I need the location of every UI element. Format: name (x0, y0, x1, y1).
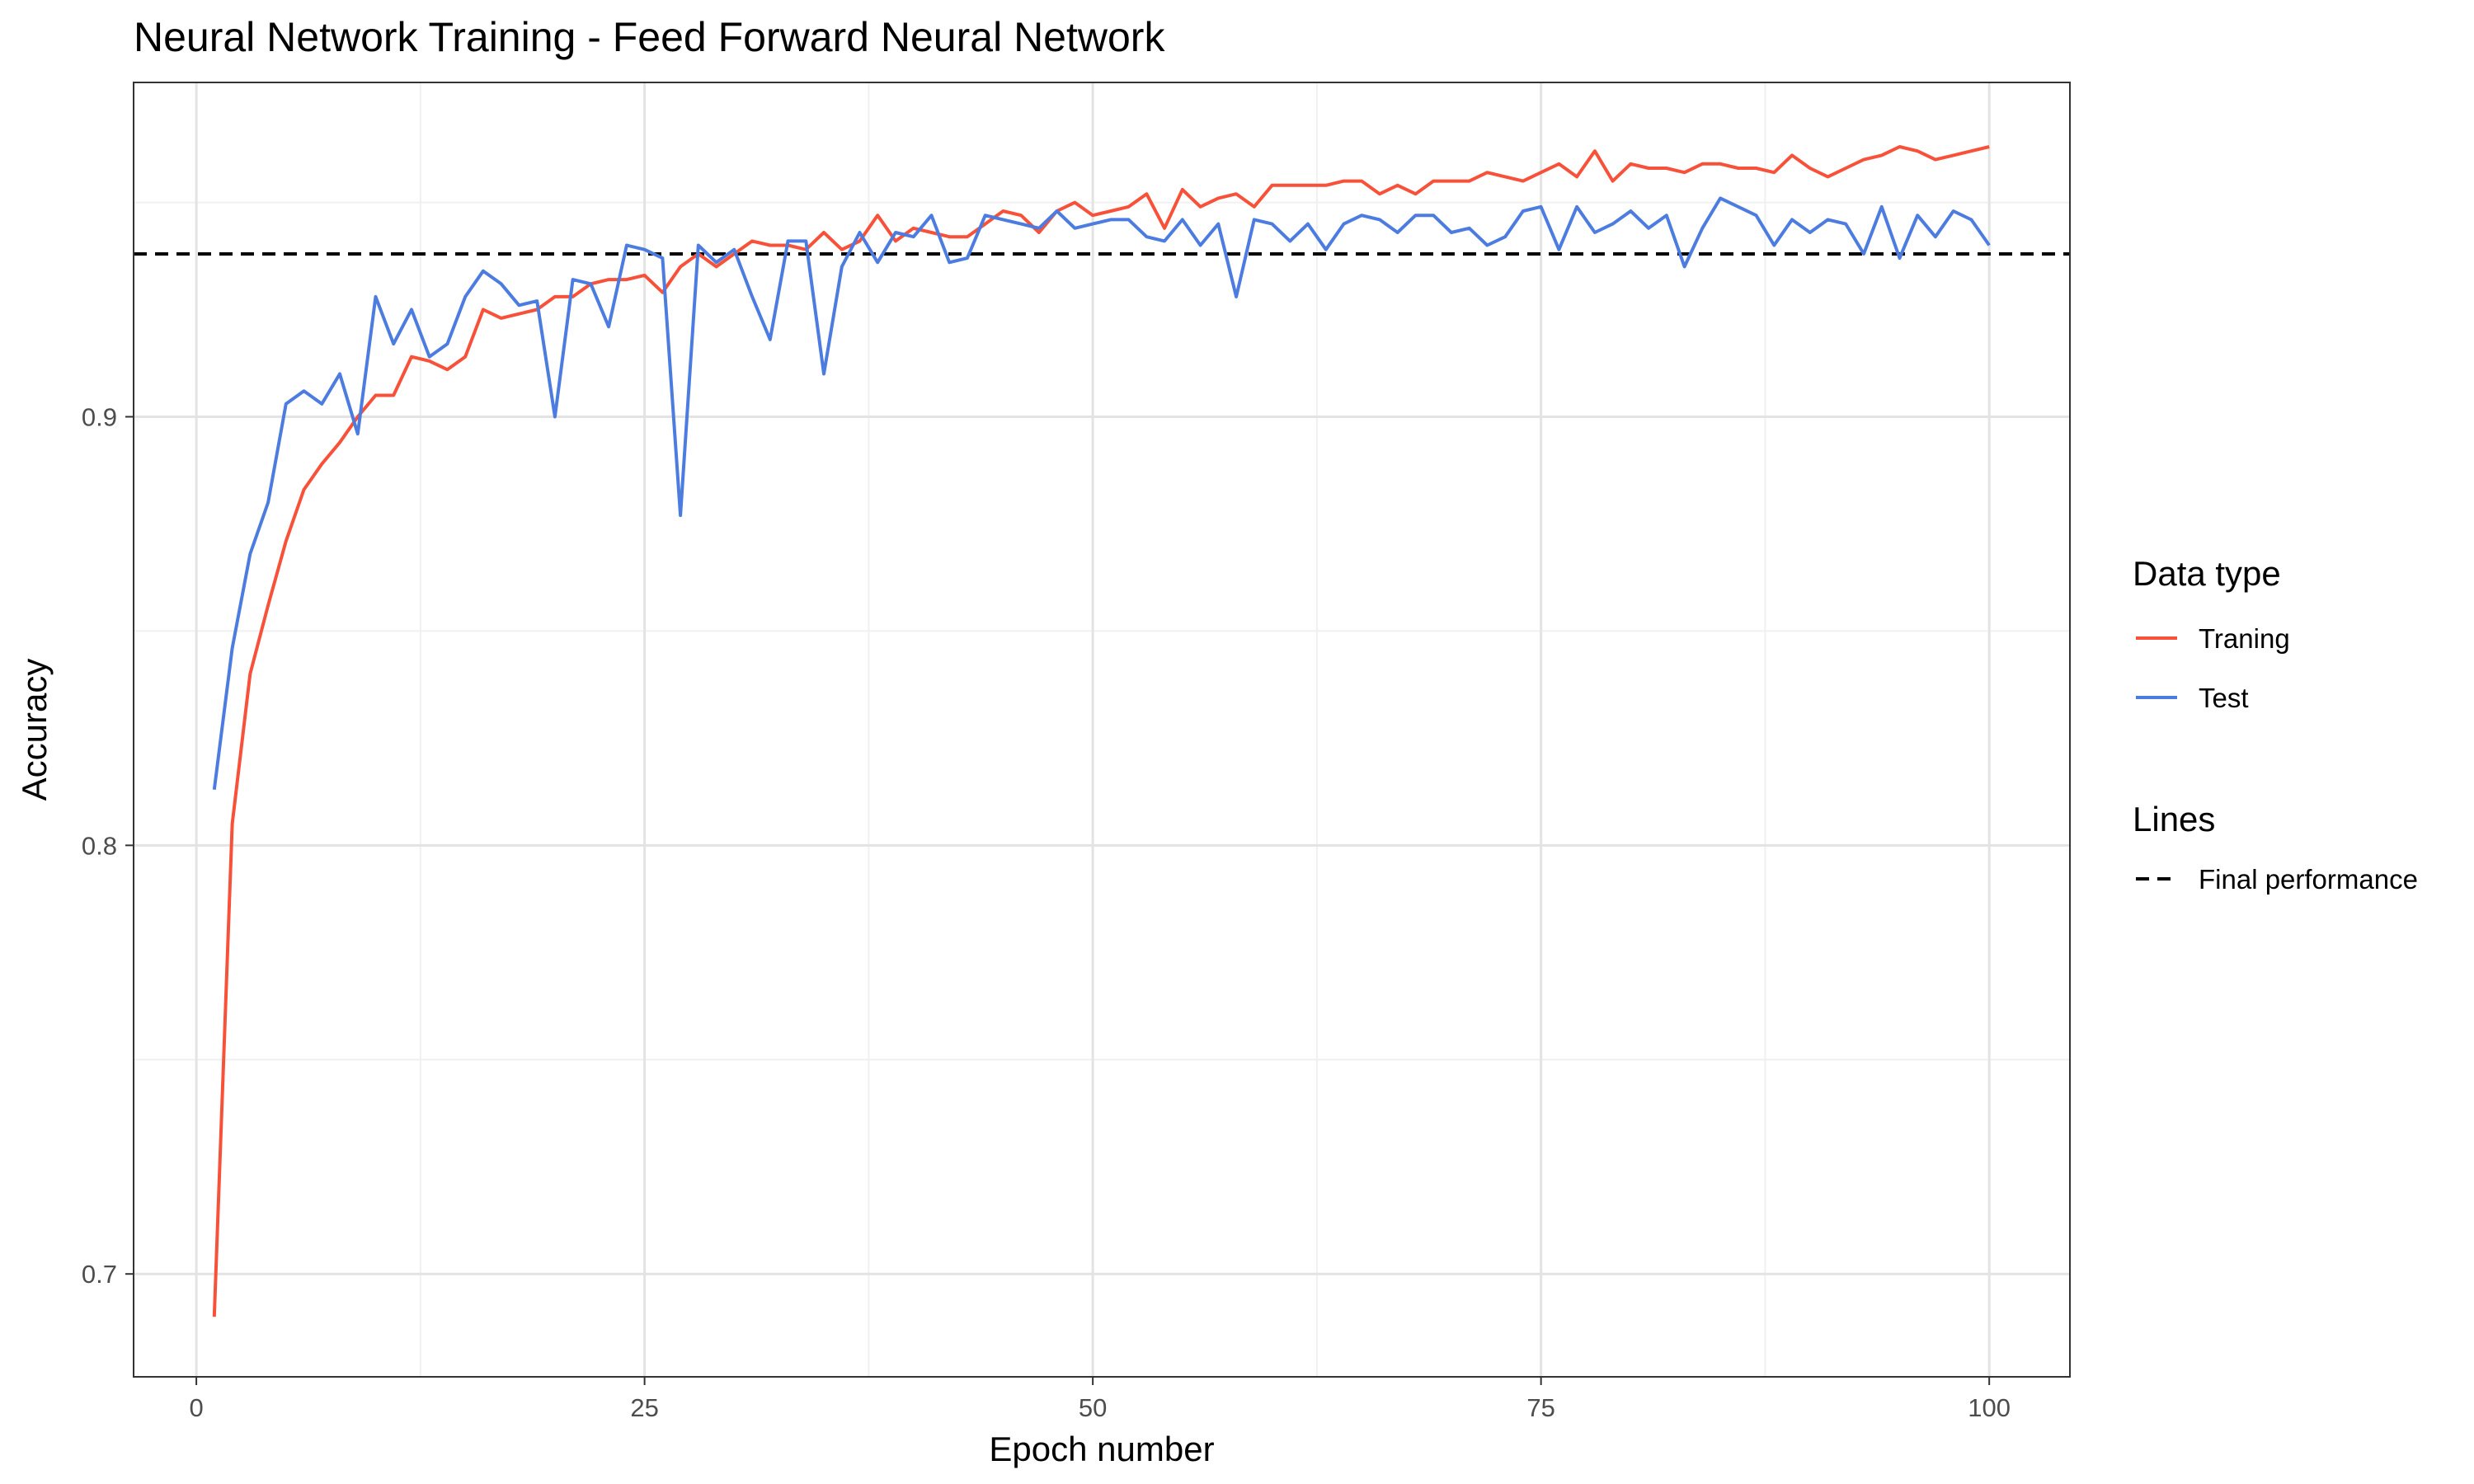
grid-major (134, 82, 2070, 1377)
x-tick-label-0: 0 (189, 1393, 203, 1422)
legend-title-data-type: Data type (2133, 554, 2281, 593)
legend-label-traning: Traning (2199, 623, 2290, 654)
plot-border (133, 82, 2071, 1378)
x-tick-label-3: 75 (1526, 1393, 1554, 1422)
plot-background (134, 82, 2070, 1377)
legend-title-lines: Lines (2133, 800, 2215, 838)
legend-label-final-performance: Final performance (2199, 864, 2418, 895)
series-lines (212, 145, 1991, 1317)
series-line-traning (212, 145, 1990, 1317)
y-tick-label-1: 0.8 (82, 831, 117, 860)
x-axis-title: Epoch number (989, 1430, 1214, 1468)
legend-label-test: Test (2199, 683, 2249, 713)
plot-area (133, 82, 2071, 1378)
x-tick-label-1: 25 (630, 1393, 658, 1422)
legend: Data type Traning Test Lines Final perfo… (2133, 554, 2418, 895)
x-axis: 0 25 50 75 100 (189, 1377, 2011, 1422)
series-line-test (212, 196, 1991, 791)
x-tick-label-4: 100 (1968, 1393, 2011, 1422)
y-tick-label-0: 0.7 (82, 1260, 117, 1289)
y-axis: 0.7 0.8 0.9 (82, 402, 134, 1289)
y-axis-title: Accuracy (15, 659, 54, 801)
grid-minor (134, 82, 2070, 1377)
chart-title: Neural Network Training - Feed Forward N… (134, 14, 1165, 60)
x-tick-label-2: 50 (1079, 1393, 1107, 1422)
y-tick-label-2: 0.9 (82, 402, 117, 431)
